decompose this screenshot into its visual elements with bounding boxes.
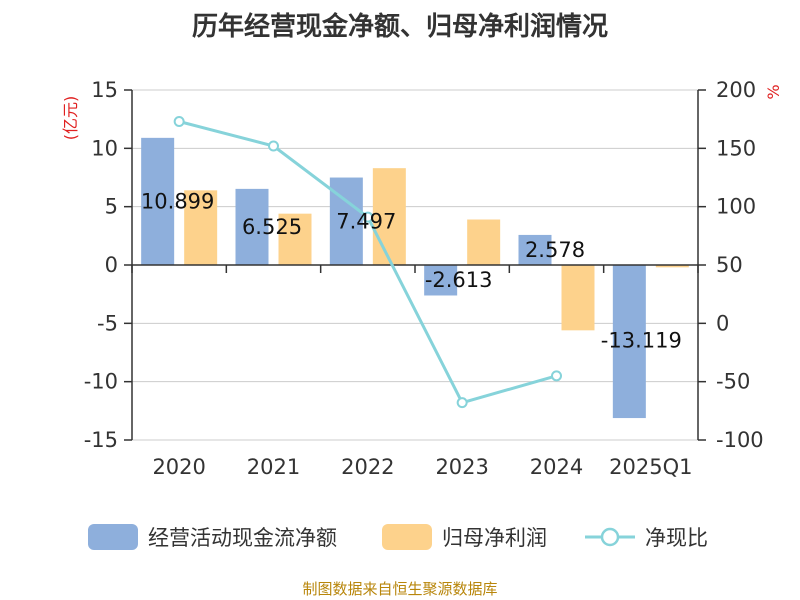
bar-cash bbox=[141, 137, 175, 265]
legend: 经营活动现金流净额 归母净利润 净现比 bbox=[0, 520, 800, 554]
bar-profit bbox=[184, 190, 218, 265]
chart-title: 历年经营现金净额、归母净利润情况 bbox=[191, 12, 608, 42]
ratio-point bbox=[456, 397, 468, 409]
left-tick-label: 0 bbox=[105, 253, 118, 277]
legend-label-ratio: 净现比 bbox=[645, 526, 708, 550]
bar-cash bbox=[612, 265, 646, 419]
bar-profit bbox=[467, 219, 501, 265]
bar-profit bbox=[278, 213, 312, 265]
legend-label-profit: 归母净利润 bbox=[442, 526, 547, 550]
x-tick-label: 2025Q1 bbox=[609, 455, 692, 479]
legend-item-ratio[interactable]: 净现比 bbox=[585, 520, 708, 554]
right-tick-label: 150 bbox=[716, 136, 756, 160]
right-tick-label: 200 bbox=[716, 78, 756, 102]
x-tick-label: 2020 bbox=[152, 455, 205, 479]
ratio-point bbox=[362, 211, 374, 223]
cash-data-label: 7.497 bbox=[336, 209, 396, 233]
legend-item-profit[interactable]: 归母净利润 bbox=[382, 520, 547, 554]
cash-data-label: -2.613 bbox=[425, 268, 493, 292]
right-tick-label: 0 bbox=[716, 311, 729, 335]
ratio-point bbox=[268, 140, 279, 152]
right-tick-label: 100 bbox=[716, 195, 756, 219]
label-layer: 10.899 6.525 7.497 -2.613 2.578 -13.119 bbox=[141, 189, 682, 352]
right-tick-label: -100 bbox=[716, 428, 764, 452]
cash-data-label: 6.525 bbox=[242, 215, 302, 239]
x-tick-label: 2021 bbox=[247, 455, 300, 479]
legend-label-cash: 经营活动现金流净额 bbox=[148, 526, 337, 550]
ratio-point bbox=[551, 370, 562, 382]
bar-cash bbox=[518, 234, 552, 265]
bar-layer bbox=[141, 137, 689, 419]
right-axis-unit: % bbox=[764, 84, 783, 99]
cash-data-label: -13.119 bbox=[601, 329, 682, 353]
bar-profit bbox=[561, 265, 595, 331]
x-tick-label: 2024 bbox=[530, 455, 583, 479]
bar-cash bbox=[424, 265, 458, 296]
line-layer bbox=[173, 116, 562, 409]
legend-item-cash[interactable]: 经营活动现金流净额 bbox=[88, 520, 337, 554]
cash-data-label: 10.899 bbox=[141, 189, 214, 213]
legend-swatch-cash bbox=[88, 524, 138, 550]
bar-profit bbox=[372, 168, 406, 265]
cash-data-label: 2.578 bbox=[525, 238, 585, 262]
x-tick-label: 2022 bbox=[341, 455, 394, 479]
left-tick-label: 10 bbox=[91, 136, 118, 160]
x-tick-label: 2023 bbox=[435, 455, 488, 479]
left-axis-unit: (亿元) bbox=[61, 96, 80, 141]
legend-swatch-profit bbox=[382, 524, 432, 550]
left-tick-label: 15 bbox=[91, 78, 118, 102]
source-footer: 制图数据来自恒生聚源数据库 bbox=[302, 580, 498, 598]
legend-line-icon bbox=[585, 527, 635, 547]
right-tick-label: -50 bbox=[716, 370, 750, 394]
left-tick-label: -10 bbox=[84, 370, 118, 394]
bar-profit bbox=[655, 265, 689, 268]
left-tick-label: 5 bbox=[105, 195, 118, 219]
left-tick-label: -15 bbox=[84, 428, 118, 452]
ratio-point bbox=[173, 116, 185, 127]
right-tick-label: 50 bbox=[716, 253, 743, 277]
bar-cash bbox=[235, 188, 269, 265]
left-tick-label: -5 bbox=[97, 311, 118, 335]
